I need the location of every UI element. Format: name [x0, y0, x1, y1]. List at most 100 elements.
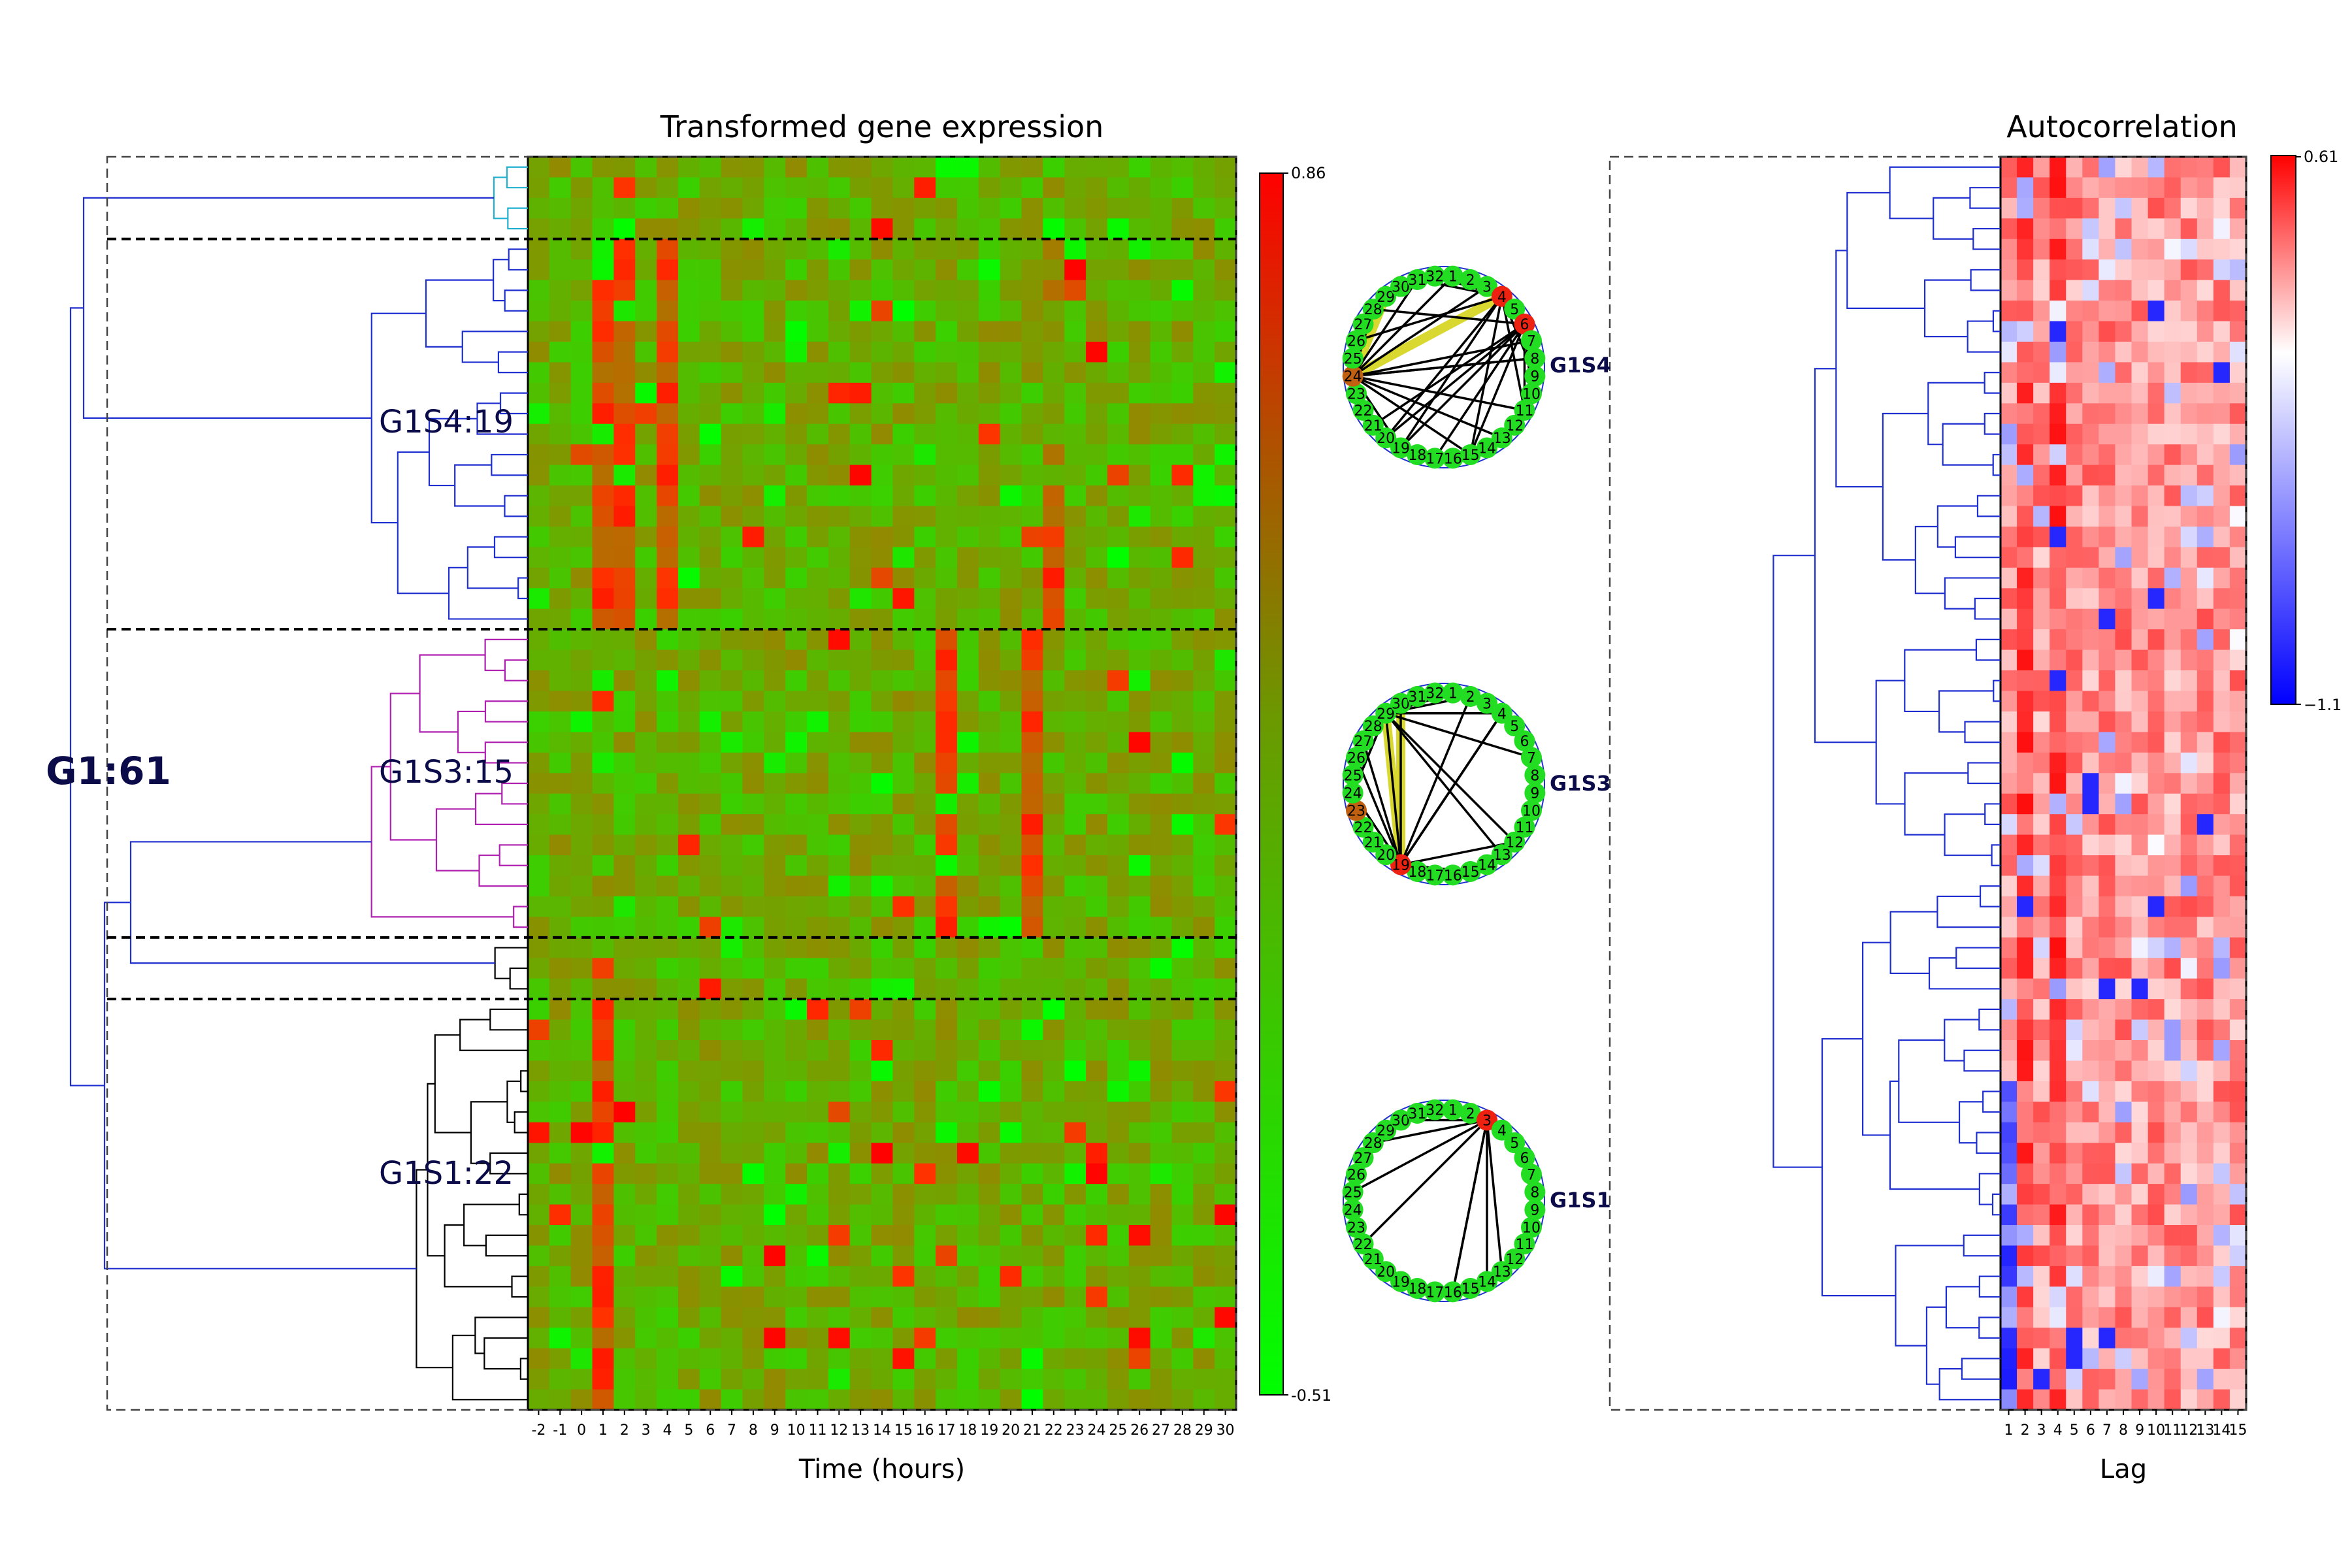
- heat-cell: [807, 629, 829, 651]
- heat-cell: [592, 896, 614, 917]
- heat-cell: [570, 547, 593, 568]
- heat-cell: [1107, 834, 1130, 856]
- autocorr-cell: [2099, 218, 2116, 240]
- heat-cell: [570, 1328, 593, 1349]
- heat-cell: [785, 999, 808, 1021]
- heat-cell: [1000, 485, 1022, 507]
- heat-cell: [592, 937, 614, 958]
- autocorr-cell: [2001, 1060, 2017, 1082]
- heat-cell: [678, 1328, 700, 1349]
- autocorr-cell: [2082, 773, 2099, 794]
- heat-cell: [1150, 937, 1173, 958]
- heat-cell: [871, 1369, 894, 1390]
- heat-cell: [871, 1102, 894, 1123]
- colorbar-expression-max: 0.86: [1291, 164, 1326, 182]
- autocorr-cell: [2082, 978, 2099, 1000]
- heat-cell: [657, 1225, 679, 1247]
- heat-cell: [914, 1060, 936, 1082]
- autocorr-cell: [2115, 1389, 2132, 1411]
- autocorr-cell: [2197, 1019, 2214, 1041]
- heat-cell: [936, 177, 958, 199]
- autocorr-cell: [2017, 608, 2034, 630]
- heat-cell: [1000, 691, 1022, 712]
- autocorr-cell: [2017, 259, 2034, 281]
- autocorr-cell: [2033, 1184, 2050, 1205]
- heat-cell: [1064, 197, 1086, 219]
- heat-cell: [764, 958, 786, 979]
- autocorr-cell: [2180, 1102, 2198, 1123]
- heat-cell: [828, 1060, 851, 1082]
- heat-cell: [678, 711, 700, 732]
- lag-tick-label: 3: [2037, 1422, 2046, 1439]
- heat-cell: [1107, 177, 1130, 199]
- heat-cell: [914, 403, 936, 425]
- heat-cell: [657, 526, 679, 548]
- heat-cell: [635, 1184, 657, 1205]
- heat-cell: [849, 567, 872, 589]
- heat-cell: [1171, 547, 1194, 568]
- heat-cell: [849, 341, 872, 363]
- autocorr-cell: [2099, 382, 2116, 404]
- heat-cell: [1193, 280, 1215, 301]
- heat-cell: [785, 711, 808, 732]
- heat-cell: [892, 1286, 915, 1308]
- heat-cell: [914, 711, 936, 732]
- heat-cell: [1086, 567, 1108, 589]
- heat-cell: [785, 917, 808, 938]
- heat-cell: [914, 588, 936, 610]
- heat-cell: [936, 341, 958, 363]
- heat-cell: [1171, 1328, 1194, 1349]
- autocorr-cell: [2213, 321, 2230, 342]
- autocorr-cell: [2050, 321, 2066, 342]
- autocorr-cell: [2164, 732, 2181, 753]
- heat-cell: [1171, 588, 1194, 610]
- autocorr-cell: [2066, 649, 2083, 671]
- autocorr-cell: [2115, 444, 2132, 466]
- heat-cell: [699, 691, 722, 712]
- heat-cell: [1000, 547, 1022, 568]
- autocorr-cell: [2033, 1122, 2050, 1143]
- autocorr-cell: [2099, 732, 2116, 753]
- autocorr-cell: [2229, 670, 2247, 692]
- x-tick-label: -1: [553, 1422, 567, 1439]
- heat-cell: [936, 485, 958, 507]
- autocorr-cell: [2082, 588, 2099, 610]
- autocorr-cell: [2050, 937, 2066, 958]
- autocorr-cell: [2066, 1102, 2083, 1123]
- heat-cell: [1171, 814, 1194, 836]
- graph-node: [1342, 365, 1364, 387]
- heat-cell: [699, 1163, 722, 1184]
- graph-node-label: 24: [1344, 786, 1362, 802]
- heat-cell: [936, 301, 958, 322]
- heat-cell: [1043, 423, 1065, 445]
- heat-cell: [871, 978, 894, 1000]
- autocorr-cell: [2017, 793, 2034, 815]
- heat-cell: [1128, 1348, 1151, 1369]
- heat-cell: [613, 999, 636, 1021]
- graph-node-label: 22: [1354, 403, 1373, 419]
- autocorr-cell: [2033, 691, 2050, 712]
- autocorr-cell: [2099, 1060, 2116, 1082]
- heat-cell: [528, 444, 550, 466]
- graph-node: [1362, 1132, 1384, 1154]
- heat-cell: [613, 567, 636, 589]
- heat-cell: [742, 506, 764, 527]
- heat-cell: [1000, 1389, 1022, 1411]
- heat-cell: [1128, 1081, 1151, 1102]
- heat-cell: [849, 958, 872, 979]
- heat-cell: [849, 1184, 872, 1205]
- heat-cell: [549, 773, 572, 794]
- graph-node: [1352, 1233, 1374, 1254]
- heat-cell: [956, 218, 979, 240]
- autocorr-cell: [2213, 506, 2230, 527]
- heat-cell: [764, 301, 786, 322]
- heat-cell: [978, 1184, 1001, 1205]
- graph-node: [1520, 1217, 1542, 1238]
- heat-cell: [635, 321, 657, 342]
- heat-cell: [549, 588, 572, 610]
- autocorr-cell: [2115, 341, 2132, 363]
- heat-cell: [570, 403, 593, 425]
- autocorr-cell: [2131, 1307, 2149, 1328]
- heat-cell: [1107, 1019, 1130, 1041]
- heat-cell: [849, 423, 872, 445]
